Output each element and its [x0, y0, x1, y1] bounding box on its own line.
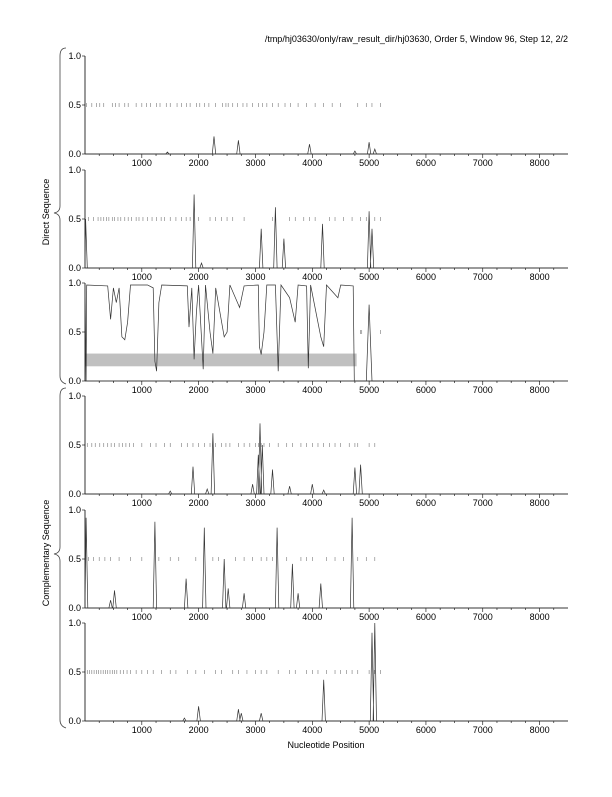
x-tick-label: 6000	[416, 725, 436, 735]
x-tick-label: 7000	[473, 612, 493, 622]
x-tick-label: 7000	[473, 158, 493, 168]
x-tick-label: 6000	[416, 385, 436, 395]
series-line	[84, 194, 568, 269]
y-tick-label: 0.0	[68, 716, 81, 726]
y-tick-label: 1.0	[68, 278, 81, 288]
x-tick-label: 2000	[189, 158, 209, 168]
x-tick-label: 5000	[359, 158, 379, 168]
y-tick-label: 0.5	[68, 327, 81, 337]
y-tick-label: 0.5	[68, 100, 81, 110]
y-tick-label: 0.0	[68, 603, 81, 613]
x-tick-label: 7000	[473, 725, 493, 735]
threshold-band	[85, 353, 357, 367]
x-tick-label: 4000	[302, 385, 322, 395]
x-tick-label: 4000	[302, 725, 322, 735]
y-tick-label: 1.0	[68, 391, 81, 401]
y-tick-label: 1.0	[68, 51, 81, 61]
x-tick-label: 8000	[530, 498, 550, 508]
y-tick-label: 0.0	[68, 263, 81, 273]
x-tick-label: 5000	[359, 612, 379, 622]
x-tick-label: 4000	[302, 498, 322, 508]
x-tick-label: 7000	[473, 272, 493, 282]
x-tick-label: 4000	[302, 272, 322, 282]
y-tick-label: 0.0	[68, 149, 81, 159]
x-tick-label: 3000	[245, 725, 265, 735]
x-tick-label: 3000	[245, 158, 265, 168]
x-tick-label: 2000	[189, 272, 209, 282]
x-tick-label: 2000	[189, 385, 209, 395]
x-tick-label: 2000	[189, 612, 209, 622]
y-tick-label: 0.5	[68, 440, 81, 450]
x-tick-label: 5000	[359, 498, 379, 508]
y-tick-label: 1.0	[68, 165, 81, 175]
x-tick-label: 8000	[530, 158, 550, 168]
x-tick-label: 8000	[530, 725, 550, 735]
series-line	[84, 517, 568, 609]
group-label-complementary: Complementary Sequence	[41, 500, 51, 607]
x-tick-label: 1000	[132, 272, 152, 282]
x-tick-label: 6000	[416, 272, 436, 282]
x-tick-label: 6000	[416, 612, 436, 622]
x-tick-label: 8000	[530, 385, 550, 395]
x-tick-label: 3000	[245, 272, 265, 282]
x-tick-label: 5000	[359, 385, 379, 395]
y-tick-label: 0.5	[68, 554, 81, 564]
x-tick-label: 6000	[416, 158, 436, 168]
x-tick-label: 2000	[189, 725, 209, 735]
x-tick-label: 6000	[416, 498, 436, 508]
x-tick-label: 4000	[302, 158, 322, 168]
brace-direct	[53, 47, 67, 385]
x-tick-label: 3000	[245, 612, 265, 622]
series-line	[85, 136, 568, 155]
chart-title: /tmp/hj03630/only/raw_result_dir/hj03630…	[265, 34, 568, 44]
series-line	[84, 282, 381, 382]
x-tick-label: 1000	[132, 498, 152, 508]
x-tick-label: 2000	[189, 498, 209, 508]
x-tick-label: 1000	[132, 725, 152, 735]
brace-complementary	[53, 387, 67, 729]
x-tick-label: 7000	[473, 498, 493, 508]
x-tick-label: 1000	[132, 158, 152, 168]
x-tick-label: 3000	[245, 498, 265, 508]
x-tick-label: 1000	[132, 385, 152, 395]
x-tick-label: 8000	[530, 272, 550, 282]
x-tick-label: 3000	[245, 385, 265, 395]
x-tick-label: 5000	[359, 725, 379, 735]
x-tick-label: 8000	[530, 612, 550, 622]
series-line	[85, 423, 568, 495]
x-tick-label: 7000	[473, 385, 493, 395]
x-tick-label: 4000	[302, 612, 322, 622]
x-axis-label: Nucleotide Position	[287, 740, 364, 750]
x-tick-label: 1000	[132, 612, 152, 622]
group-label-direct: Direct Sequence	[41, 179, 51, 246]
x-tick-label: 5000	[359, 272, 379, 282]
y-tick-label: 1.0	[68, 618, 81, 628]
y-tick-label: 0.5	[68, 667, 81, 677]
y-tick-label: 0.0	[68, 489, 81, 499]
series-line	[85, 622, 568, 722]
y-tick-label: 1.0	[68, 505, 81, 515]
y-tick-label: 0.5	[68, 214, 81, 224]
y-tick-label: 0.0	[68, 376, 81, 386]
